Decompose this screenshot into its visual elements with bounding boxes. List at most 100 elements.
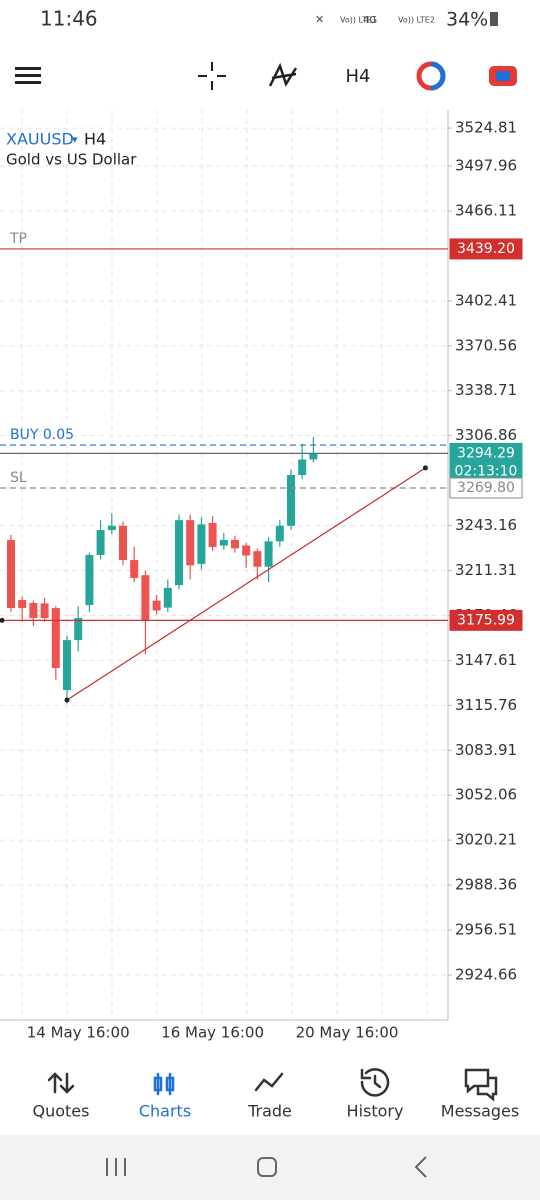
y-tick-label: 2988.36 xyxy=(455,876,517,894)
y-tick-label: 3020.21 xyxy=(455,831,517,849)
candle-body xyxy=(152,600,161,611)
y-tick-label: 3338.71 xyxy=(455,381,517,399)
nav-label: Trade xyxy=(247,1102,292,1121)
trendline xyxy=(66,467,426,701)
y-tick-label: 3211.31 xyxy=(455,561,517,579)
candle-body xyxy=(85,554,94,606)
x-tick-label: 14 May 16:00 xyxy=(27,1024,130,1042)
candle-body xyxy=(275,525,284,542)
candle-body xyxy=(7,540,15,609)
nav-icon xyxy=(464,1068,498,1102)
y-tick-label: 3147.61 xyxy=(455,651,517,669)
level-label: BUY 0.05 xyxy=(10,427,74,443)
grid: 3524.81 3497.96 3466.11 3402.41 3370.56 3338.… xyxy=(0,110,517,1042)
candle-body xyxy=(242,545,251,556)
status-battery: 34% xyxy=(446,9,488,31)
y-tick-label: 3115.76 xyxy=(455,696,517,714)
candle-body xyxy=(208,522,217,547)
chart-timeframe: H4 xyxy=(84,130,106,149)
y-tick-label: 3083.91 xyxy=(455,741,517,759)
price-tag-label: 3439.20 xyxy=(457,241,515,257)
y-tick-label: 2924.66 xyxy=(455,965,517,983)
y-tick-label: 3524.81 xyxy=(455,119,517,137)
nav-tab[interactable]: Quotes xyxy=(33,1072,90,1121)
trade-button[interactable] xyxy=(489,66,517,86)
y-tick-label: 3402.41 xyxy=(455,291,517,309)
crosshair-button[interactable] xyxy=(198,62,226,90)
nav-label: Messages xyxy=(441,1102,519,1121)
nav-icon xyxy=(254,1072,284,1092)
price-tag xyxy=(449,609,523,631)
y-tick-label: 3466.11 xyxy=(455,201,517,219)
objects-button[interactable] xyxy=(416,61,446,91)
candle-body xyxy=(130,560,139,578)
candle-body xyxy=(163,587,172,608)
price-tag xyxy=(449,238,523,260)
y-tick-label: 2956.51 xyxy=(455,921,517,939)
price-tag xyxy=(449,477,523,499)
candle-body xyxy=(287,474,295,526)
system-recents[interactable] xyxy=(106,1158,126,1176)
status-network: 4G xyxy=(363,15,377,26)
candle-body xyxy=(231,539,239,549)
price-tag-label: 3294.29 xyxy=(457,445,515,461)
nav-label: History xyxy=(347,1102,404,1121)
candle-body xyxy=(298,459,307,475)
candle-body xyxy=(107,525,116,531)
y-tick-label: 3052.06 xyxy=(455,786,517,804)
system-nav xyxy=(0,1135,540,1200)
chart-description: Gold vs US Dollar xyxy=(6,151,137,169)
bottom-nav: Quotes Charts Trade History Messages xyxy=(0,1050,540,1135)
level-label: TP xyxy=(9,231,27,247)
candle-body xyxy=(264,541,273,567)
candle-body xyxy=(74,618,83,641)
candle-body xyxy=(219,539,228,546)
nav-label: Quotes xyxy=(33,1102,90,1121)
nav-tab[interactable]: History xyxy=(347,1068,404,1121)
candle-body xyxy=(29,602,38,619)
x-tick-label: 20 May 16:00 xyxy=(296,1024,399,1042)
status-time: 11:46 xyxy=(40,7,98,31)
candle-body xyxy=(119,525,127,561)
nav-tab[interactable]: Charts xyxy=(139,1072,191,1121)
candle-body xyxy=(253,551,262,567)
nav-tab[interactable]: Messages xyxy=(441,1068,519,1121)
system-back[interactable] xyxy=(414,1156,427,1178)
chart-symbol: XAUUSD xyxy=(6,130,74,149)
candle-body xyxy=(63,640,71,691)
candle-body xyxy=(197,524,206,564)
plot xyxy=(7,437,318,704)
menu-button[interactable] xyxy=(15,67,41,84)
nav-icon xyxy=(47,1072,75,1094)
nav-icon xyxy=(360,1068,390,1097)
candle-body xyxy=(141,575,150,621)
trendline-anchor xyxy=(64,697,70,703)
y-tick-label: 3370.56 xyxy=(455,336,517,354)
level-label: SL xyxy=(10,470,27,486)
battery-icon xyxy=(490,12,498,26)
symbol-dropdown[interactable]: ▾ xyxy=(72,133,78,146)
candle-body xyxy=(40,603,49,619)
overlay: TP 3439.20 BUY 0.05 3294.29 02:13:10 SL 3269.8… xyxy=(0,231,523,703)
candle-body xyxy=(309,453,318,460)
price-tag-label: 3175.99 xyxy=(457,612,515,628)
candle-body xyxy=(51,608,60,669)
bar-countdown: 02:13:10 xyxy=(455,463,518,479)
y-tick-label: 3243.16 xyxy=(455,516,517,534)
y-tick-label: 3497.96 xyxy=(455,157,517,175)
timeframe-button[interactable]: H4 xyxy=(346,66,371,87)
level-anchor xyxy=(0,617,5,623)
status-network: Vo)) LTE2 xyxy=(398,16,435,25)
trendline-anchor xyxy=(422,465,428,471)
nav-tab[interactable]: Trade xyxy=(247,1072,292,1121)
candle-body xyxy=(186,520,195,566)
system-home[interactable] xyxy=(257,1157,277,1177)
indicators-button[interactable] xyxy=(268,62,298,87)
price-tag-label: 3269.80 xyxy=(457,480,515,496)
nav-icon xyxy=(153,1072,175,1096)
candle-body xyxy=(18,600,27,609)
candle-body xyxy=(175,520,183,586)
candle-body xyxy=(96,530,105,555)
price-tag xyxy=(449,442,523,482)
